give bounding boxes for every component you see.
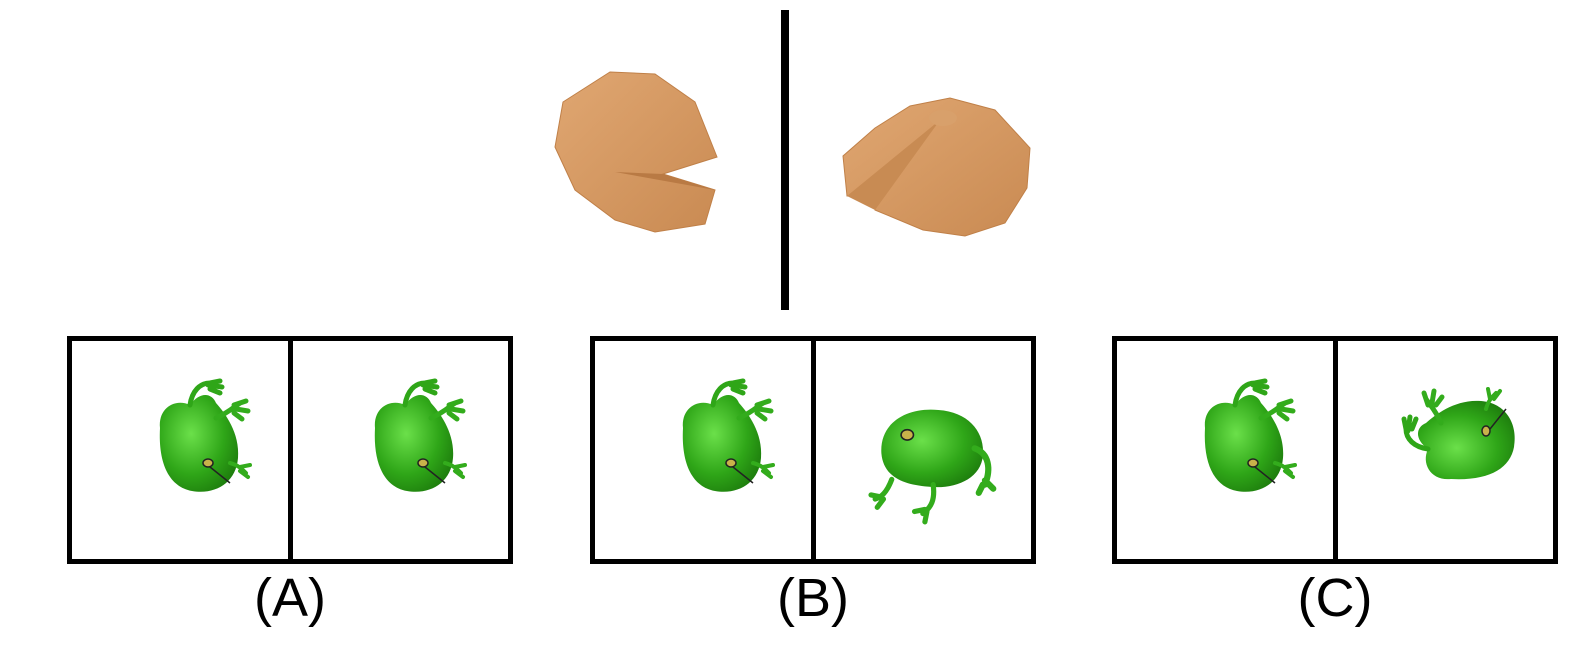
option-b-left-cell	[595, 341, 811, 559]
option-a-right-cell	[287, 341, 509, 559]
option-b-label: (B)	[777, 568, 849, 628]
separator-line	[781, 10, 789, 310]
frog-top-view-image	[1175, 373, 1305, 503]
option-c-left-cell	[1117, 341, 1333, 559]
fortune-cookie-left	[545, 62, 745, 242]
option-c-panel[interactable]	[1112, 336, 1558, 564]
option-a-panel[interactable]	[67, 336, 513, 564]
frog-top-view-image	[653, 373, 783, 503]
frog-front-view-image	[858, 381, 998, 526]
fortune-cookie-right	[835, 88, 1035, 268]
option-b-panel[interactable]	[590, 336, 1036, 564]
option-c-label: (C)	[1297, 568, 1373, 628]
option-a-left-cell	[72, 341, 288, 559]
frog-top-view-image	[345, 373, 475, 503]
option-b-right-cell	[810, 341, 1032, 559]
frog-top-view-image	[130, 373, 260, 503]
option-c-right-cell	[1332, 341, 1554, 559]
option-a-label: (A)	[254, 568, 326, 628]
frog-rotated-view-image	[1396, 379, 1526, 509]
